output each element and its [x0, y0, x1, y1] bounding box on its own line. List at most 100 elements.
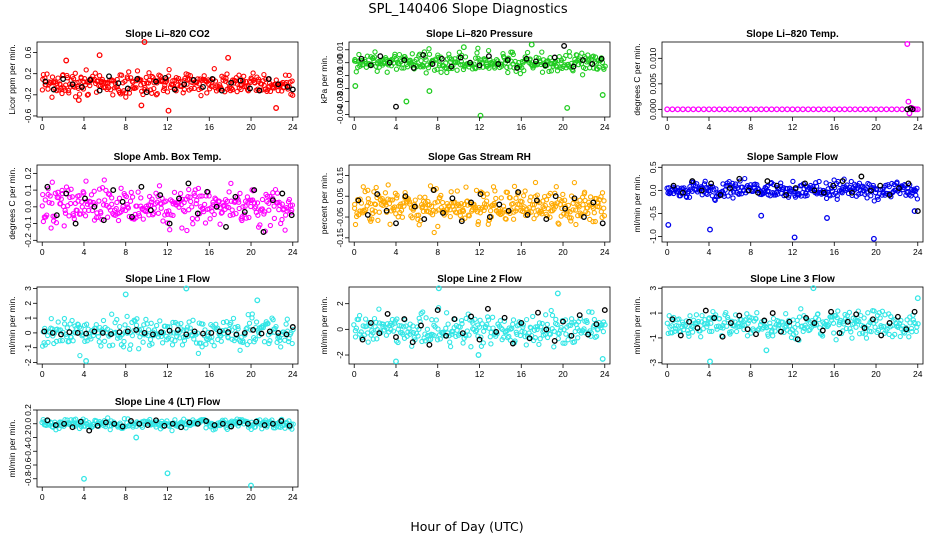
data-point — [370, 336, 376, 342]
data-point — [169, 427, 175, 434]
x-tick-label: 12 — [475, 122, 485, 132]
data-point — [70, 338, 76, 344]
data-point — [80, 331, 86, 338]
data-point — [186, 207, 192, 213]
data-point — [443, 325, 449, 331]
data-point — [236, 419, 243, 426]
x-tick-label: 4 — [82, 122, 87, 132]
data-point — [172, 338, 178, 344]
data-point — [162, 323, 168, 329]
data-point — [235, 326, 241, 332]
data-point — [138, 326, 145, 332]
x-tick-label: 16 — [205, 369, 215, 379]
data-point — [548, 68, 555, 74]
data-point — [39, 87, 46, 93]
data-point — [125, 325, 131, 332]
panel: Slope Li–820 Temp. 0 4 8 12 16 20 24 0.000 0.005 0… — [632, 29, 924, 132]
data-point — [552, 193, 559, 200]
data-point — [675, 323, 682, 329]
data-point — [586, 202, 593, 208]
data-point — [472, 204, 479, 211]
data-point — [143, 316, 149, 323]
data-point — [528, 209, 534, 215]
data-point — [78, 75, 84, 81]
data-point — [153, 78, 159, 85]
data-point — [385, 182, 391, 188]
data-point — [449, 331, 455, 337]
data-point — [847, 184, 853, 190]
data-point — [459, 321, 465, 327]
data-point — [686, 318, 693, 325]
data-point — [839, 178, 846, 185]
data-point — [601, 66, 607, 72]
data-point — [694, 325, 701, 331]
data-point — [365, 187, 371, 193]
data-point — [86, 420, 92, 426]
y-tick-label: -0.5 — [648, 206, 658, 221]
data-point — [258, 330, 265, 337]
data-point — [146, 193, 153, 200]
data-point — [571, 339, 578, 345]
data-point — [820, 189, 827, 196]
data-point — [690, 106, 697, 113]
data-point — [141, 322, 147, 328]
data-point — [119, 423, 126, 430]
data-point — [100, 202, 107, 208]
data-point — [160, 218, 166, 224]
x-tick-label: 8 — [123, 369, 128, 379]
data-point — [110, 92, 116, 98]
data-point — [283, 321, 289, 327]
data-point — [129, 194, 136, 200]
data-point — [364, 323, 370, 329]
data-point — [149, 90, 155, 96]
data-point — [410, 329, 417, 336]
y-axis-label: ml/min per min. — [319, 296, 329, 354]
data-point — [55, 189, 61, 195]
data-point — [579, 72, 586, 78]
data-point — [849, 335, 855, 341]
data-point — [434, 337, 441, 343]
x-tick-label: 24 — [913, 247, 923, 257]
data-point — [356, 312, 363, 319]
data-point — [184, 324, 191, 330]
data-point — [839, 190, 845, 196]
panel: Slope Gas Stream RH 0 4 8 12 16 20 24 -0.15-0.05… — [319, 152, 611, 257]
data-point — [699, 312, 705, 319]
data-point — [402, 193, 409, 200]
y-tick-label: 0.010 — [648, 47, 658, 69]
data-point — [354, 196, 361, 203]
data-point — [596, 204, 602, 210]
data-point — [72, 70, 78, 76]
data-point — [877, 182, 884, 189]
x-tick-label: 8 — [123, 492, 128, 502]
data-point — [836, 106, 843, 113]
data-point — [489, 314, 496, 320]
data-point — [861, 325, 868, 331]
data-point — [61, 315, 68, 322]
data-point — [473, 187, 480, 194]
data-point — [694, 181, 700, 187]
data-point — [914, 185, 920, 191]
data-point — [241, 208, 248, 215]
data-point — [510, 321, 516, 327]
data-point — [576, 312, 583, 319]
data-point — [510, 317, 517, 323]
data-point — [913, 328, 919, 335]
data-point — [908, 193, 914, 199]
data-point — [574, 52, 580, 58]
data-point — [387, 221, 393, 227]
data-point — [289, 86, 296, 93]
data-point — [200, 83, 206, 90]
data-point — [353, 69, 359, 75]
data-point — [695, 318, 702, 325]
data-point — [254, 200, 261, 206]
y-tick-label: 0.6 — [23, 46, 33, 58]
x-tick-label: 20 — [246, 369, 256, 379]
data-point — [393, 220, 399, 227]
data-point — [570, 207, 576, 213]
data-point — [398, 207, 405, 214]
x-tick-label: 20 — [246, 122, 256, 132]
data-point — [904, 106, 911, 113]
data-point — [744, 333, 751, 339]
